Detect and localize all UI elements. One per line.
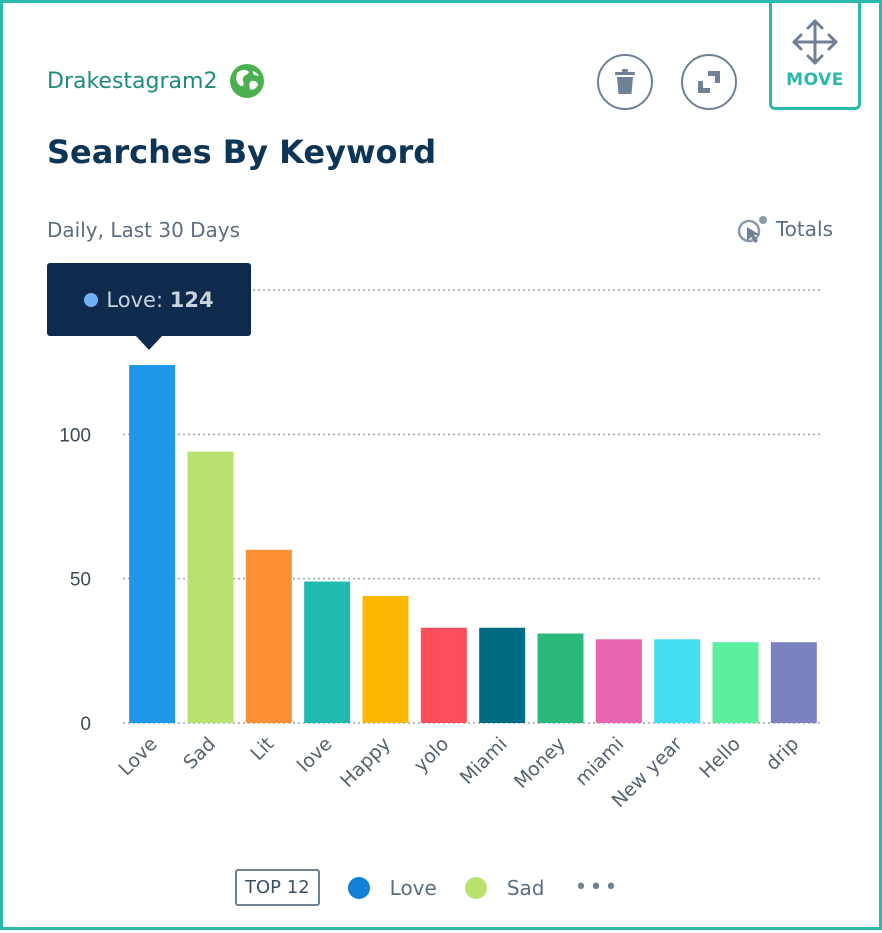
account-header: Drakestagram2 [47,63,265,99]
y-tick-label: 0 [80,714,91,735]
legend-dot [347,876,370,899]
legend-item-sad[interactable]: Sad [464,875,545,900]
date-range-label: Daily, Last 30 Days [47,218,241,242]
x-tick-label: Hello [695,733,745,783]
legend-dot [464,876,487,899]
x-tick-label: yolo [410,733,454,777]
move-button[interactable]: MOVE [769,3,861,110]
bar-happy [362,595,409,723]
totals-label: Totals [775,217,833,241]
chart-legend: TOP 12 Love Sad ••• [235,869,619,906]
x-tick-label: Happy [336,733,395,792]
tooltip-dot [84,292,99,307]
legend-label: Love [389,875,437,900]
legend-item-love[interactable]: Love [347,875,437,900]
x-tick-label: drip [761,733,803,775]
chart-title: Searches By Keyword [47,133,437,171]
x-tick-label: love [293,733,337,777]
chart-tooltip: Love: 124 [47,263,251,350]
delete-button[interactable] [597,54,653,110]
expand-icon [698,71,720,93]
bar-new-year [654,639,701,723]
x-tick-label: Sad [179,733,220,774]
bar-hello [712,642,759,723]
top-count-badge[interactable]: TOP 12 [235,869,320,906]
y-tick-label: 100 [59,425,91,446]
bar-miami [479,627,526,723]
x-tick-label: Lit [246,733,278,765]
legend-label: Sad [506,875,545,900]
globe-icon [230,64,265,98]
bar-love [129,365,176,723]
bar-money [537,633,584,723]
bar-miami [595,639,642,723]
cursor-click-icon [737,216,767,243]
move-label: MOVE [786,70,844,90]
account-name: Drakestagram2 [47,68,218,94]
x-tick-label: miami [571,733,628,790]
expand-button[interactable] [681,54,737,110]
tooltip-value: 124 [169,287,214,312]
y-tick-label: 50 [70,570,91,591]
bar-yolo [420,627,467,723]
x-tick-label: Love [114,733,161,780]
bar-sad [187,451,234,723]
totals-toggle[interactable]: Totals [736,214,833,244]
trash-icon [615,69,635,94]
bar-lit [245,549,292,723]
tooltip-label: Love: [106,287,164,312]
bar-drip [770,642,817,723]
legend-more-button[interactable]: ••• [574,875,620,900]
x-tick-label: Miami [456,733,512,789]
bar-love [304,581,351,723]
x-tick-label: Money [510,733,570,793]
move-arrows-icon [792,19,838,65]
